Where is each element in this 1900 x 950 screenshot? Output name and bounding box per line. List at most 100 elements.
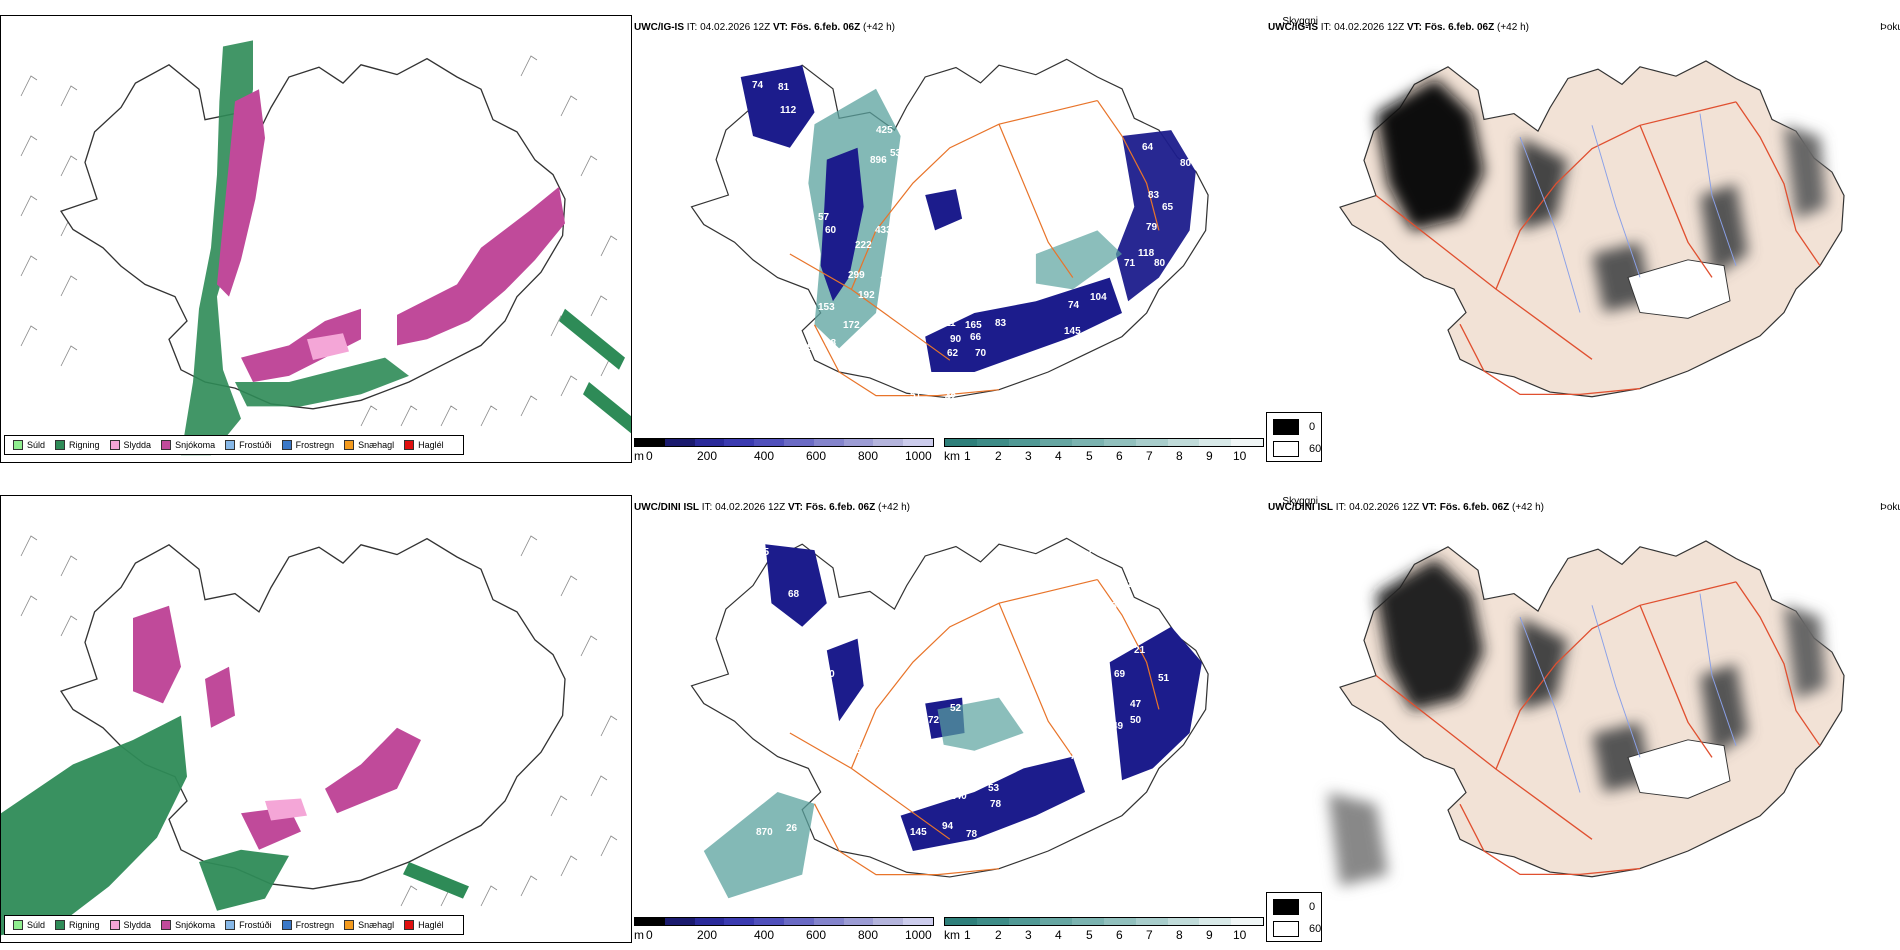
vis-label: 47 (1130, 699, 1142, 710)
snow-band-east (325, 727, 422, 814)
legend-item: Snjókoma (161, 440, 215, 450)
sleet-patch (307, 333, 349, 361)
fog-map[interactable] (1300, 520, 1870, 920)
row-1: UWC/DINI ISL IT: 04.02.2026 12Z VT: Fös.… (0, 475, 1900, 950)
cbar-cell (1040, 918, 1073, 925)
legend-label: Snæhagl (358, 440, 395, 450)
visibility-labels: 82 90 55 68 185 238 125 10 104 150 156 3… (728, 533, 1170, 868)
vt-value: Fös. 6.feb. 06Z (790, 22, 861, 33)
vis-label: 83 (995, 318, 1007, 329)
rain-streaks-east (559, 308, 631, 434)
height-tick: 200 (697, 928, 718, 942)
cbar-cell (1231, 439, 1263, 446)
vis-label: 59 (812, 819, 824, 830)
height-tick: 600 (806, 928, 827, 942)
vis-label: 169 (796, 342, 813, 353)
vis-label: 45 (945, 376, 957, 387)
legend-swatch (404, 920, 415, 930)
fog-swatch (1273, 899, 1299, 915)
visibility-tick: 1 (964, 928, 971, 942)
cbar-cell (724, 918, 755, 925)
vis-label: 65 (1162, 202, 1174, 213)
cbar-cell (1008, 439, 1041, 446)
navy-west (820, 147, 864, 302)
fog-legend: 0 60 (1266, 892, 1322, 942)
cbar-cell (843, 439, 874, 446)
vis-label: 71 (1124, 258, 1136, 269)
lead-time: (+42 h) (863, 22, 895, 33)
vt-value: Fös. 6.feb. 06Z (1439, 502, 1510, 513)
cbar-cell (1008, 918, 1041, 925)
visibility-map[interactable]: 82 90 55 68 185 238 125 10 104 150 156 3… (660, 517, 1260, 917)
fog-legend-item: 60 (1273, 921, 1321, 937)
rain-streaks-east (403, 862, 470, 899)
height-tick: 600 (806, 449, 827, 463)
navy-south (925, 277, 1122, 373)
fog-map[interactable] (1300, 40, 1870, 440)
panel-header: UWC/DINI ISL IT: 04.02.2026 12Z VT: Fös.… (634, 502, 910, 513)
vis-label: 78 (990, 799, 1002, 810)
legend-item: Snæhagl (344, 440, 394, 450)
cbar-cell (813, 439, 844, 446)
navy-east (1115, 130, 1196, 302)
vis-label: 145 (910, 827, 927, 838)
model-name: UWC/IG-IS (634, 22, 684, 33)
it-label: IT: (701, 502, 713, 513)
vis-label: 49 (1112, 721, 1124, 732)
legend-item: Súld (13, 920, 45, 930)
cbar-cell (783, 918, 814, 925)
visibility-unit: km (944, 449, 960, 463)
vis-label: 162 (1092, 142, 1109, 153)
vis-label: 51 (1158, 673, 1170, 684)
legend-item: Frostúði (225, 440, 272, 450)
panel-header: UWC/IG-IS IT: 04.02.2026 12Z VT: Fös. 6.… (1268, 22, 1529, 33)
legend-swatch (13, 440, 23, 450)
cbar-cell (1167, 439, 1200, 446)
legend-swatch (109, 440, 120, 450)
visibility-map-svg: 108 64 74 81 112 425 530 896 217 433 222… (690, 58, 1209, 403)
legend-swatch (55, 920, 66, 930)
vis-label: 192 (858, 290, 875, 301)
visibility-colorbar (944, 438, 1264, 447)
vis-label: 870 (910, 755, 927, 766)
cbar-cell (694, 918, 725, 925)
legend-item: Slydda (109, 440, 151, 450)
precip-type-map[interactable] (0, 15, 632, 463)
vis-label: 81 (898, 701, 910, 712)
legend-item: Snjókoma (161, 920, 215, 930)
vis-label: 505 (865, 330, 882, 341)
legend-label: Frostregn (295, 440, 335, 450)
cbar-cell (664, 918, 695, 925)
panel-header: UWC/DINI ISL IT: 04.02.2026 12Z VT: Fös.… (1268, 502, 1544, 513)
legend-swatch (161, 920, 172, 930)
fog-legend-label: 0 (1309, 901, 1316, 913)
vis-label: 78 (966, 829, 978, 840)
navy-south (900, 756, 1086, 851)
fog-map-svg (1328, 540, 1845, 887)
vis-label: 10 (810, 627, 822, 638)
cbar-cell (1135, 439, 1168, 446)
panel-title-visibility: Skyggni (1282, 496, 1318, 507)
legend-swatch (13, 920, 23, 930)
roads (789, 579, 1160, 876)
legend-label: Súld (27, 920, 46, 930)
height-tick: 1000 (905, 449, 932, 463)
vis-label: 90 (950, 334, 962, 345)
vis-label: 125 (742, 655, 759, 666)
vis-label: 425 (876, 125, 893, 136)
visibility-map[interactable]: 108 64 74 81 112 425 530 896 217 433 222… (660, 38, 1260, 438)
legend-label: Haglél (418, 920, 444, 930)
vis-label: 238 (760, 641, 777, 652)
legend-item: Frostúði (225, 920, 272, 930)
legend-item: Rigning (55, 440, 100, 450)
panel-title-fog: Þokuábendi (1880, 502, 1900, 513)
fog-legend-label: 60 (1309, 923, 1322, 935)
legend-swatch (55, 440, 66, 450)
height-tick: 200 (697, 449, 718, 463)
precip-type-map[interactable] (0, 495, 632, 943)
vis-label: 52 (950, 703, 962, 714)
fog-legend-item: 0 (1273, 419, 1315, 435)
fog-legend: 0 60 (1266, 412, 1322, 462)
legend-label: Frostregn (295, 920, 335, 930)
vis-label: 42 (945, 392, 957, 403)
